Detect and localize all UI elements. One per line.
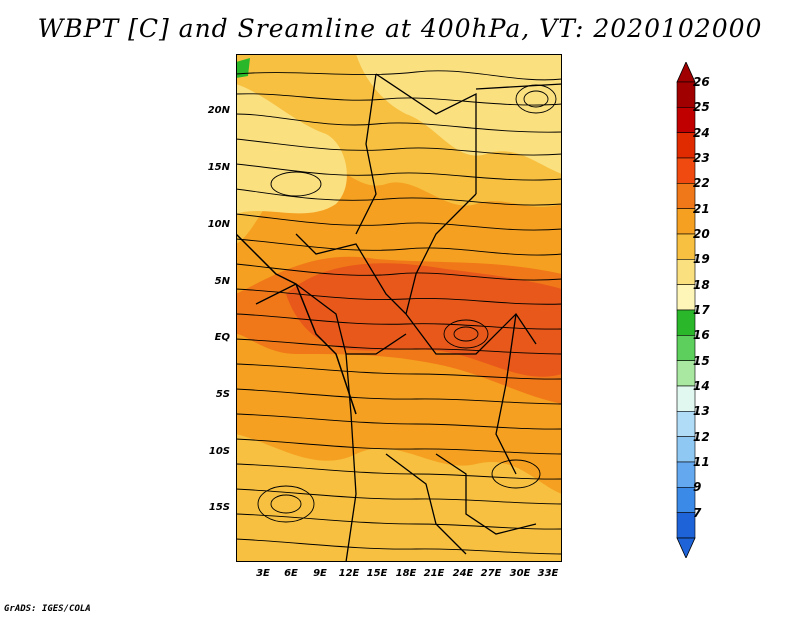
colorbar-label: 17	[693, 303, 710, 317]
colorbar-label: 11	[693, 455, 710, 469]
field-region-equatorial-core	[286, 263, 562, 377]
colorbar-label: 12	[693, 429, 710, 444]
colorbar-label: 25	[693, 100, 710, 115]
lat-label-15s: 15S	[208, 502, 230, 513]
lat-label-20n: 20N	[207, 105, 230, 116]
country-borders	[255, 73, 562, 562]
colorbar-label: 21	[693, 201, 710, 216]
chart-title: WBPT [C] and Sreamline at 400hPa, VT: 20…	[37, 14, 763, 43]
lat-label-5s: 5S	[215, 389, 230, 400]
lon-label-30e: 30E	[509, 568, 531, 579]
lat-label-5n: 5N	[214, 276, 230, 287]
lat-label-10n: 10N	[207, 219, 230, 230]
colorbar-label: 23	[693, 151, 710, 165]
map-panel	[236, 54, 562, 562]
colorbar	[676, 61, 696, 559]
lon-label-15e: 15E	[366, 568, 388, 579]
colorbar-label: 7	[693, 505, 702, 520]
lon-label-6e: 6E	[284, 568, 298, 579]
lat-label-eq: EQ	[214, 332, 230, 343]
colorbar-label: 18	[693, 277, 710, 292]
field-region-north-pale	[356, 54, 562, 174]
lon-label-3e: 3E	[256, 568, 270, 579]
lon-label-24e: 24E	[452, 568, 474, 579]
lon-label-12e: 12E	[338, 568, 360, 579]
lon-label-21e: 21E	[423, 568, 445, 579]
colorbar-label: 20	[693, 227, 710, 241]
colorbar-label: 15	[693, 353, 710, 368]
lon-label-9e: 9E	[313, 568, 327, 579]
streamlines	[236, 70, 562, 555]
colorbar-label: 13	[693, 404, 710, 419]
lon-label-33e: 33E	[537, 568, 559, 579]
colorbar-label: 26	[693, 75, 710, 89]
lon-label-18e: 18E	[395, 568, 417, 579]
colorbar-bottom-arrow	[676, 537, 696, 559]
colorbar-svg	[676, 61, 696, 559]
coastline	[236, 233, 357, 415]
field-region-south	[236, 434, 562, 562]
colorbar-label: 24	[693, 125, 710, 140]
colorbar-label: 16	[693, 328, 710, 343]
colorbar-label: 9	[693, 480, 702, 495]
lon-label-27e: 27E	[480, 568, 502, 579]
colorbar-label: 19	[693, 252, 710, 267]
field-region-northwest-pale	[236, 84, 347, 214]
map-frame	[236, 54, 562, 562]
colorbar-label: 22	[693, 176, 710, 191]
map-svg	[236, 54, 562, 562]
colorbar-label: 14	[693, 379, 710, 393]
credit-text: GrADS: IGES/COLA	[4, 604, 91, 614]
lat-label-15n: 15N	[207, 162, 230, 173]
lat-label-10s: 10S	[208, 446, 230, 457]
